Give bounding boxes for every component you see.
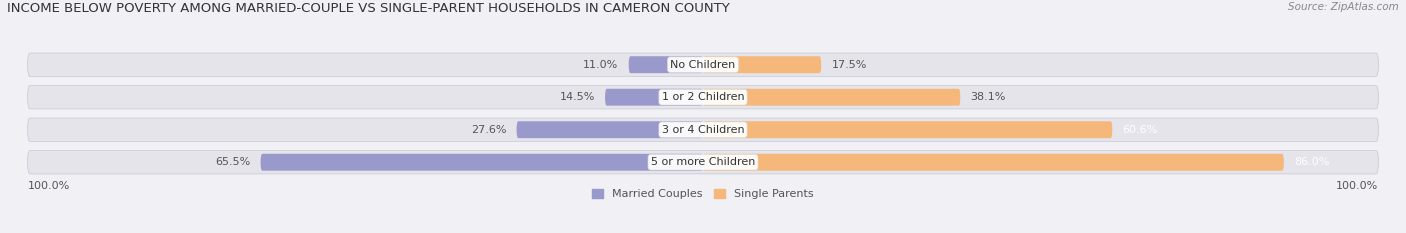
FancyBboxPatch shape <box>703 154 1284 171</box>
Text: 14.5%: 14.5% <box>560 92 595 102</box>
Text: 100.0%: 100.0% <box>28 181 70 191</box>
Text: 60.6%: 60.6% <box>1122 125 1157 135</box>
Legend: Married Couples, Single Parents: Married Couples, Single Parents <box>591 186 815 201</box>
FancyBboxPatch shape <box>260 154 703 171</box>
Text: 5 or more Children: 5 or more Children <box>651 157 755 167</box>
Text: 65.5%: 65.5% <box>215 157 250 167</box>
FancyBboxPatch shape <box>703 56 821 73</box>
Text: 3 or 4 Children: 3 or 4 Children <box>662 125 744 135</box>
Text: INCOME BELOW POVERTY AMONG MARRIED-COUPLE VS SINGLE-PARENT HOUSEHOLDS IN CAMERON: INCOME BELOW POVERTY AMONG MARRIED-COUPL… <box>7 2 730 15</box>
Text: 11.0%: 11.0% <box>583 60 619 70</box>
Text: No Children: No Children <box>671 60 735 70</box>
Text: 27.6%: 27.6% <box>471 125 506 135</box>
Text: 100.0%: 100.0% <box>1336 181 1378 191</box>
FancyBboxPatch shape <box>28 86 1378 109</box>
FancyBboxPatch shape <box>28 151 1378 174</box>
Text: 38.1%: 38.1% <box>970 92 1005 102</box>
Text: Source: ZipAtlas.com: Source: ZipAtlas.com <box>1288 2 1399 12</box>
Text: 17.5%: 17.5% <box>831 60 866 70</box>
FancyBboxPatch shape <box>605 89 703 106</box>
FancyBboxPatch shape <box>28 53 1378 76</box>
Text: 1 or 2 Children: 1 or 2 Children <box>662 92 744 102</box>
FancyBboxPatch shape <box>703 121 1112 138</box>
FancyBboxPatch shape <box>28 118 1378 141</box>
FancyBboxPatch shape <box>628 56 703 73</box>
Text: 86.0%: 86.0% <box>1294 157 1330 167</box>
FancyBboxPatch shape <box>516 121 703 138</box>
FancyBboxPatch shape <box>703 89 960 106</box>
